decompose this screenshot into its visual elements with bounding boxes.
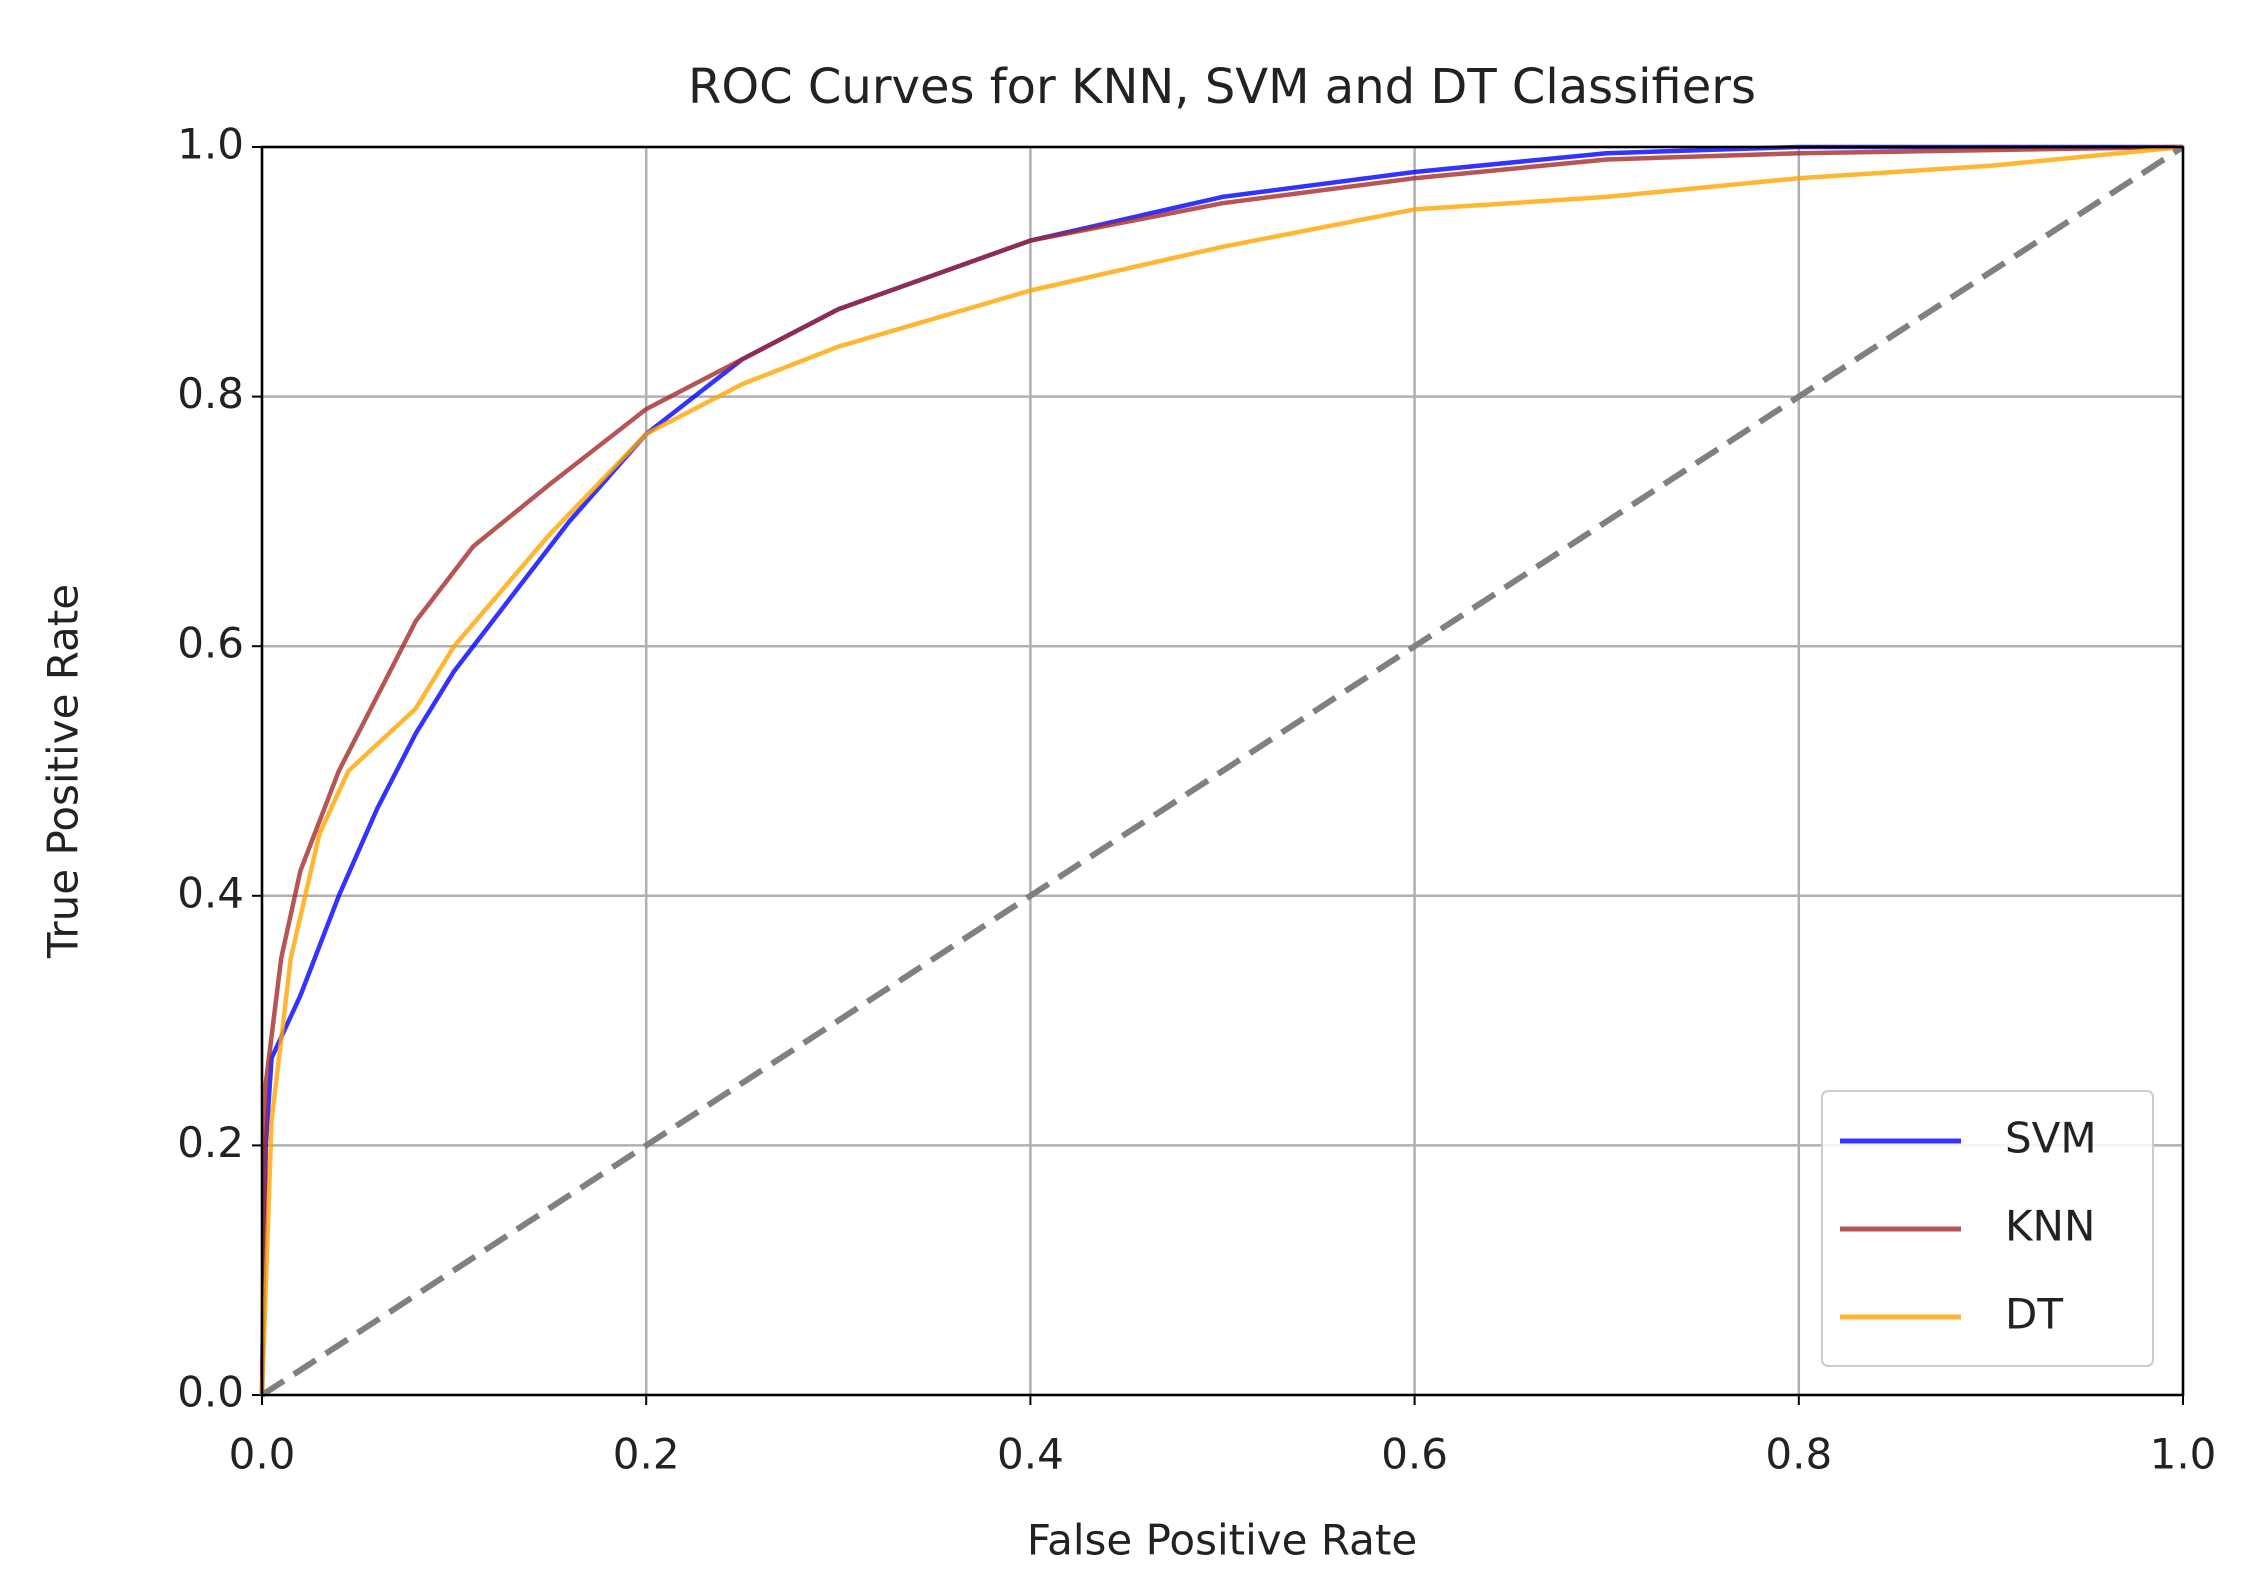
legend-box <box>1821 1090 2154 1367</box>
y-tick-label: 1.0 <box>177 120 244 169</box>
legend-label: SVM <box>2005 1114 2097 1163</box>
x-tick-label: 1.0 <box>2150 1430 2217 1479</box>
y-tick-label: 0.4 <box>177 868 244 917</box>
x-tick-label: 0.8 <box>1765 1430 1832 1479</box>
roc-curve <box>259 144 2183 1396</box>
legend-label: DT <box>2005 1290 2063 1339</box>
plot-frame <box>260 145 2185 1397</box>
chart-title: ROC Curves for KNN, SVM and DT Classifie… <box>688 59 1756 115</box>
y-tick-label: 0.6 <box>177 619 244 668</box>
roc-curve <box>259 144 2184 1396</box>
x-tick-label: 0.6 <box>1381 1430 1448 1479</box>
reference-line <box>260 144 2185 1398</box>
y-tick-label: 0.2 <box>177 1118 244 1167</box>
x-tick-label: 0.4 <box>997 1430 1064 1479</box>
y-tick-label: 0.8 <box>177 369 244 418</box>
roc-curve <box>259 144 2184 1396</box>
x-axis-label: False Positive Rate <box>1027 1516 1417 1565</box>
y-axis-label: True Positive Rate <box>39 584 88 959</box>
x-tick-label: 0.2 <box>613 1430 680 1479</box>
x-tick-label: 0.0 <box>229 1430 296 1479</box>
legend-label: KNN <box>2005 1202 2095 1251</box>
y-tick-label: 0.0 <box>177 1368 244 1417</box>
